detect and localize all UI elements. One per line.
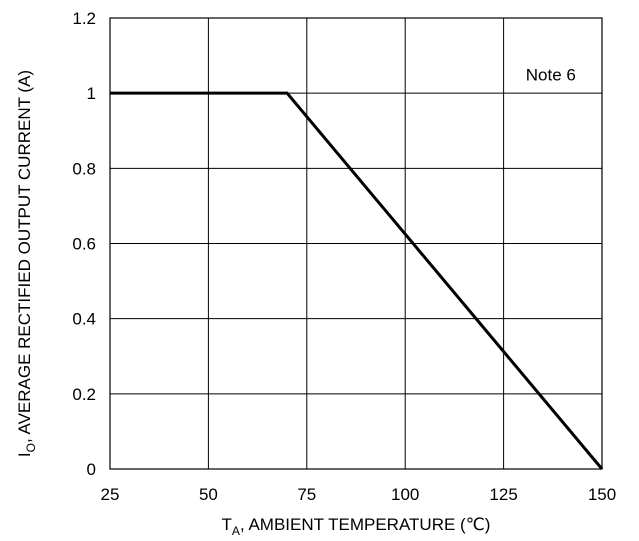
- x-axis-title: TA, AMBIENT TEMPERATURE (℃): [222, 515, 491, 538]
- x-tick-label: 50: [199, 485, 218, 504]
- y-tick-label: 0.4: [72, 310, 96, 329]
- x-tick-label: 150: [588, 485, 616, 504]
- y-axis-title: IO, AVERAGE RECTIFIED OUTPUT CURRENT (A): [15, 70, 38, 457]
- x-tick-label: 125: [489, 485, 517, 504]
- y-tick-label: 1.2: [72, 9, 96, 28]
- x-tick-label: 25: [101, 485, 120, 504]
- y-axis-title-rest: , AVERAGE RECTIFIED OUTPUT CURRENT (A): [15, 70, 34, 443]
- y-tick-label: 0.6: [72, 235, 96, 254]
- x-tick-labels: 25 50 75 100 125 150: [101, 485, 617, 504]
- x-tick-label: 100: [391, 485, 419, 504]
- y-axis-title-main: I: [15, 452, 34, 457]
- y-tick-label: 0.8: [72, 159, 96, 178]
- y-tick-labels: 0 0.2 0.4 0.6 0.8 1 1.2: [72, 9, 96, 479]
- series-line: [110, 91, 604, 470]
- y-tick-label: 0.2: [72, 385, 96, 404]
- y-axis-title-sub: O: [24, 443, 38, 452]
- x-axis-title-sub: A: [232, 524, 240, 538]
- y-tick-label: 0: [87, 460, 96, 479]
- x-axis-title-main: T: [222, 515, 232, 534]
- plot-frame: [109, 17, 603, 470]
- y-tick-label: 1: [87, 84, 96, 103]
- series-layer: [110, 91, 604, 470]
- x-tick-label: 75: [297, 485, 316, 504]
- x-axis-title-rest: , AMBIENT TEMPERATURE (℃): [240, 515, 491, 534]
- grid: [110, 18, 602, 469]
- annotation-note: Note 6: [526, 65, 576, 84]
- annotations: Note 6: [526, 65, 576, 84]
